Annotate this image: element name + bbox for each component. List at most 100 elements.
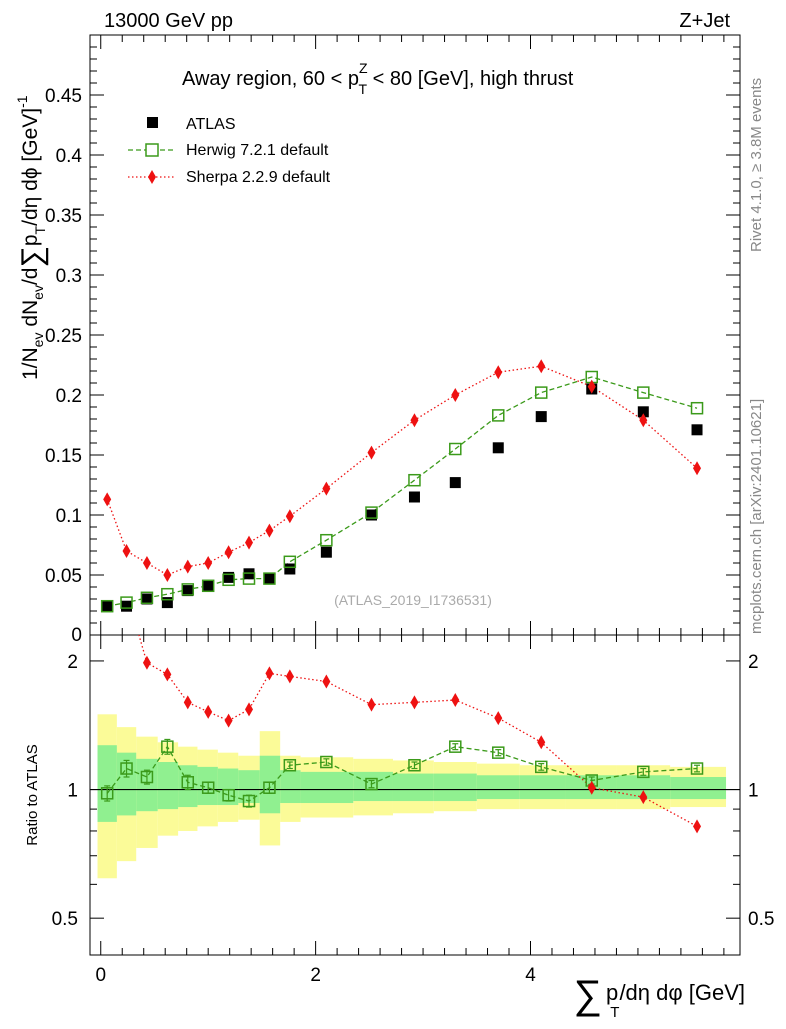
main-y-tick-label: 0.25 <box>45 326 82 347</box>
ratio-sherpa-point <box>163 667 172 682</box>
herwig-point <box>534 386 548 399</box>
main-y-tick-label: 0.2 <box>56 386 82 407</box>
main-y-tick-label: 0.35 <box>45 206 82 227</box>
ratio-herwig-point <box>140 770 154 784</box>
herwig-point <box>263 572 276 585</box>
ratio-inner-band-bin <box>300 771 354 804</box>
ratio-inner-band-bin <box>353 771 393 802</box>
ratio-sherpa-point <box>639 790 648 805</box>
legend-sherpa-label: Sherpa 2.2.9 default <box>186 169 331 186</box>
sherpa-point <box>245 535 254 550</box>
ratio-y-tick-label: 0.5 <box>52 909 78 930</box>
sherpa-point <box>285 509 294 524</box>
herwig-point <box>161 587 174 601</box>
atlas-point <box>263 573 275 585</box>
herwig-point <box>100 599 114 613</box>
ratio-herwig-point <box>201 781 215 794</box>
sherpa-point <box>183 559 192 574</box>
sherpa-point <box>639 413 648 428</box>
ratio-herwig-point <box>637 765 650 779</box>
atlas-point <box>408 491 420 503</box>
ratio-sherpa-point <box>587 780 596 795</box>
sherpa-point <box>163 568 172 582</box>
ratio-herwig-point <box>534 760 548 774</box>
ratio-inner-band-bin <box>97 745 117 822</box>
ratio-y-tick-label: 1 <box>67 781 78 802</box>
herwig-line <box>107 376 698 607</box>
legend-herwig-label: Herwig 7.2.1 default <box>186 142 329 159</box>
ratio-inner-band-bin <box>616 775 671 800</box>
main-y-tick-label: 0.1 <box>56 506 82 527</box>
ratio-y-tick-label: 2 <box>67 652 78 673</box>
ratio-sherpa-point <box>204 704 213 719</box>
sherpa-point <box>451 388 460 402</box>
ratio-sherpa-point <box>245 702 254 717</box>
atlas-point <box>320 546 332 558</box>
sherpa-line <box>106 365 698 576</box>
ratio-sherpa-point <box>224 713 233 728</box>
sherpa-point <box>537 359 546 374</box>
rivet-label: Rivet 4.1.0, ≥ 3.8M events <box>748 78 765 252</box>
sherpa-point <box>693 461 702 476</box>
herwig-point <box>201 579 215 593</box>
sherpa-point <box>587 379 596 394</box>
ratio-clipped-group <box>100 635 704 834</box>
ratio-herwig-point <box>161 740 174 753</box>
atlas-point <box>284 563 296 575</box>
main-series <box>100 359 704 613</box>
ratio-herwig-point <box>449 740 462 753</box>
main-x-ticks <box>100 35 725 635</box>
ratio-sherpa-point <box>265 666 274 681</box>
ratio-y-label: Ratio to ATLAS <box>24 744 41 845</box>
ratio-herwig-point <box>408 758 421 772</box>
ratio-sherpa-point <box>285 669 294 684</box>
ratio-inner-band-bin <box>476 775 520 800</box>
herwig-point <box>492 409 505 422</box>
ratio-herwig-point <box>492 746 505 759</box>
energy-label: 13000 GeV pp <box>104 10 233 32</box>
ratio-sherpa-point <box>410 695 419 710</box>
ratio-herwig-point <box>100 787 114 800</box>
ratio-inner-band-bin <box>670 777 727 800</box>
ratio-inner-band-bin <box>157 762 179 810</box>
main-y-tick-label: 0.4 <box>56 146 83 167</box>
ratio-panel-frame <box>89 634 741 956</box>
sherpa-point <box>367 445 376 460</box>
ratio-herwig-point <box>320 755 333 769</box>
main-y-zero-label: 0 <box>71 625 82 646</box>
main-y-tick-label: 0.3 <box>56 266 82 287</box>
ratio-x-axis: 0 2 4 <box>95 635 725 986</box>
analysis-watermark: (ATLAS_2019_I1736531) <box>334 592 492 608</box>
ratio-sherpa-point <box>367 697 376 712</box>
svg-text:1/Nev dNev/d∑pT/dη dϕ [GeV]-1: 1/Nev dNev/d∑pT/dη dϕ [GeV]-1 <box>14 95 49 380</box>
herwig-point <box>283 555 297 569</box>
atlas-point <box>637 406 649 418</box>
ratio-herwig-point <box>120 762 133 775</box>
atlas-point <box>202 580 214 592</box>
ratio-inner-band-bin <box>280 770 301 804</box>
legend-sherpa-marker <box>148 170 156 184</box>
atlas-point <box>121 600 133 612</box>
herwig-point <box>181 583 195 596</box>
ratio-herwig-point <box>242 794 256 808</box>
main-y-tick-label: 0.05 <box>45 566 82 587</box>
sherpa-point <box>494 365 503 380</box>
legend-atlas-marker <box>147 117 158 128</box>
ratio-sherpa-point <box>183 695 192 710</box>
atlas-point <box>535 411 547 423</box>
title-sup: Z <box>359 60 368 76</box>
atlas-point <box>182 585 194 597</box>
ratio-inner-band-bin <box>392 773 434 802</box>
main-y-label: 1/Nev dNev/d∑pT/dη dϕ [GeV]-1 <box>14 95 49 380</box>
ratio-herwig-point <box>690 762 704 775</box>
ratio-y-tick-label-right: 0.5 <box>748 909 774 930</box>
sherpa-point <box>103 492 112 507</box>
sherpa-point <box>142 556 151 570</box>
ratio-y-axis: 0.5 0.5 1 1 2 2 <box>52 652 775 930</box>
ratio-x-tick-label: 4 <box>525 965 536 986</box>
ratio-y-tick-label-right: 2 <box>748 652 759 673</box>
herwig-point <box>140 591 154 605</box>
main-y-tick-label: 0.45 <box>45 86 82 107</box>
sherpa-point <box>410 413 419 428</box>
ratio-uncertainty-bands <box>97 714 727 879</box>
